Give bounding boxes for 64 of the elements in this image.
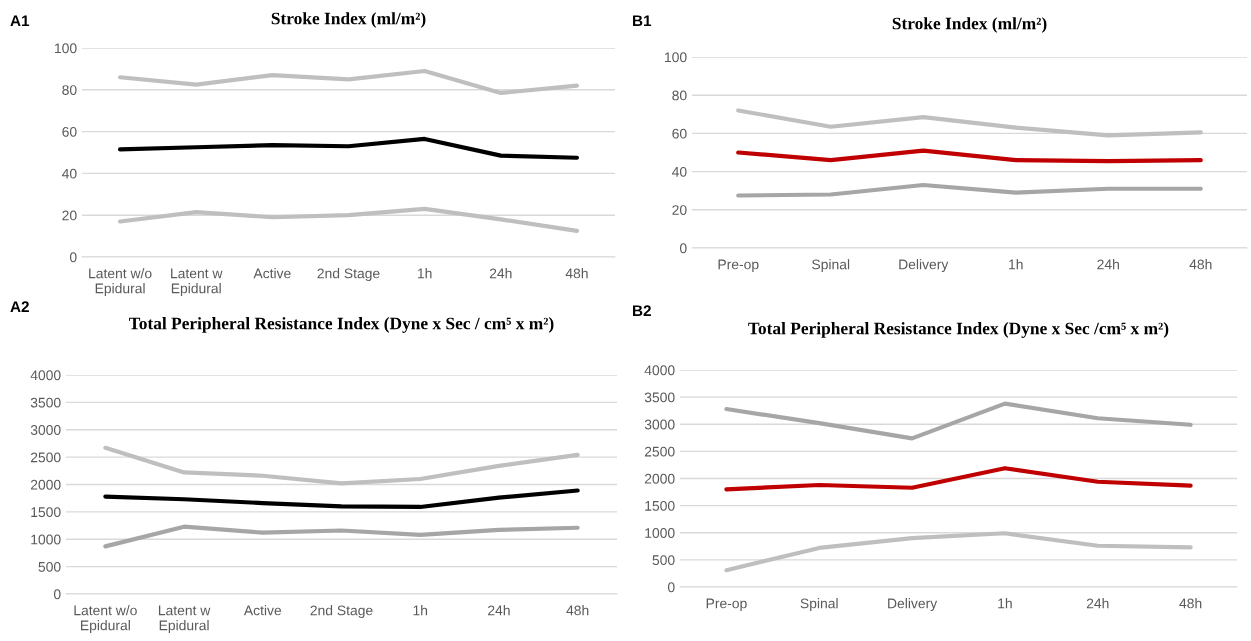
x-tick-label: 1h: [417, 268, 432, 279]
y-tick-label: 0: [53, 589, 61, 600]
y-tick-label: 20: [672, 205, 687, 215]
text: B2: [633, 305, 651, 316]
x-tick-label: Pre-op: [718, 259, 759, 273]
y-tick-label: 0: [69, 252, 77, 263]
x-tick-label: Active: [253, 268, 291, 279]
x-tick-label: Latent w Epidural: [158, 605, 211, 634]
y-tick-label: 2500: [30, 452, 61, 463]
x-tick-label: 1h: [998, 598, 1012, 609]
y-tick-label: 0: [679, 243, 687, 254]
y-tick-label: 40: [62, 168, 77, 179]
y-tick-label: 1500: [31, 507, 61, 518]
y-tick-label: 3500: [644, 392, 675, 403]
x-tick-label: Pre-op: [706, 598, 747, 612]
y-tick-label: 60: [62, 126, 77, 137]
y-tick-label: 2000: [644, 473, 675, 484]
y-tick-label: 20: [62, 210, 77, 221]
y-tick-label: 100: [665, 52, 687, 63]
y-tick-label: 2000: [30, 479, 61, 490]
x-tick-label: 48h: [566, 605, 589, 616]
x-tick-label: Spinal: [812, 259, 850, 273]
x-tick-label: 48h: [1189, 259, 1212, 270]
y-tick-label: 2500: [644, 446, 675, 457]
y-tick-label: 500: [38, 561, 61, 572]
x-tick-label: Latent w/o Epidural: [89, 268, 152, 297]
y-tick-label: 0: [667, 582, 675, 593]
chart-title: Stroke Index (ml/m²): [271, 12, 426, 28]
y-tick-label: 1000: [31, 534, 61, 545]
x-tick-label: Latent w Epidural: [171, 268, 223, 297]
y-tick-label: 80: [672, 90, 687, 101]
chart-title: Total Peripheral Resistance Index (Dyne x Sec /cm⁵ x m²): [748, 322, 1169, 338]
x-tick-label: Spinal: [800, 598, 838, 612]
y-tick-label: 3000: [30, 425, 61, 435]
x-tick-label: Latent w/o Epidural: [74, 605, 137, 634]
chart-title: Stroke Index (ml/m²): [892, 17, 1047, 33]
y-tick-label: 3000: [644, 419, 675, 430]
y-tick-label: 500: [652, 555, 675, 566]
x-tick-label: 24h: [1086, 598, 1109, 609]
y-tick-label: 4000: [644, 365, 675, 376]
x-tick-label: Active: [243, 605, 282, 616]
y-tick-label: 80: [62, 85, 77, 95]
y-tick-label: 40: [672, 166, 687, 177]
x-tick-label: 2nd Stage: [317, 268, 380, 282]
y-tick-label: 1000: [645, 528, 675, 538]
y-tick-label: 100: [55, 43, 77, 54]
text: A1: [10, 15, 30, 26]
x-tick-label: 1h: [413, 605, 428, 616]
chart-title: Total Peripheral Resistance Index (Dyne x Sec / cm⁵ x m²): [129, 317, 554, 333]
y-tick-label: 3500: [30, 397, 61, 408]
x-tick-label: Delivery: [888, 598, 938, 612]
x-tick-label: 24h: [489, 268, 512, 279]
text: B1: [633, 15, 652, 26]
x-tick-label: 24h: [1097, 259, 1119, 270]
text: A2: [10, 301, 29, 312]
y-tick-label: 60: [672, 128, 687, 139]
x-tick-label: Delivery: [899, 259, 949, 273]
x-tick-label: 2nd Stage: [310, 605, 373, 619]
x-tick-label: 24h: [488, 605, 510, 616]
y-tick-label: 4000: [30, 370, 61, 381]
x-tick-label: 1h: [1009, 259, 1023, 270]
x-tick-label: 48h: [565, 268, 588, 279]
y-tick-label: 1500: [645, 500, 675, 511]
x-tick-label: 48h: [1179, 598, 1202, 609]
